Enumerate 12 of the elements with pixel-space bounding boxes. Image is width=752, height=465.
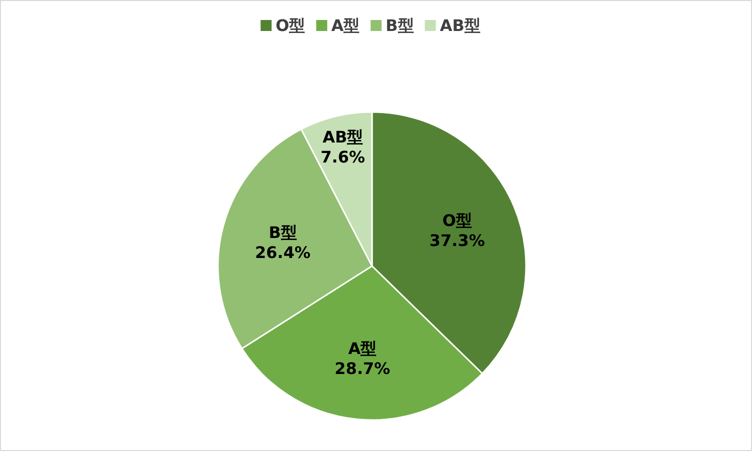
data-label: 28.7% <box>334 358 390 378</box>
legend-label: A型 <box>331 16 360 35</box>
slice-label: B型 <box>268 222 297 242</box>
data-label: 37.3% <box>429 231 485 250</box>
slice-label: A型 <box>348 338 377 358</box>
legend-label: AB型 <box>440 16 480 35</box>
legend-label: B型 <box>386 16 414 35</box>
slice-label: O型 <box>442 211 472 230</box>
slice-label: AB型 <box>322 127 364 146</box>
data-label: 7.6% <box>320 147 366 166</box>
data-label: 26.4% <box>255 242 311 262</box>
legend-label: O型 <box>276 16 306 35</box>
